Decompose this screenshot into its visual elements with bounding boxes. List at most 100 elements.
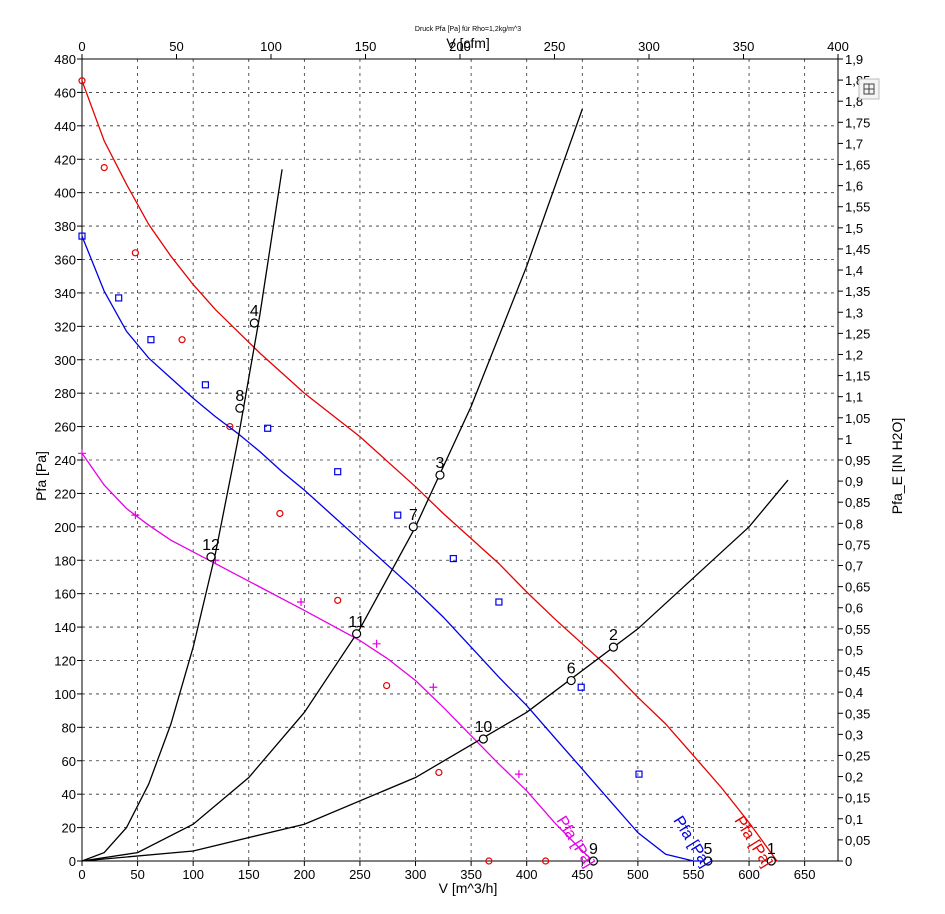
curve-labels: Pfa [Pa] Pfa [Pa] Pfa [Pa] — [553, 813, 775, 870]
data-point — [276, 509, 284, 518]
x2-tick-label: 300 — [638, 39, 660, 54]
x2-tick-label: 400 — [827, 39, 849, 54]
operating-point — [588, 856, 599, 866]
x-tick-label: 50 — [130, 867, 144, 882]
operating-point — [566, 675, 576, 686]
series-line-2 — [81, 235, 711, 862]
y-tick-label: 300 — [54, 353, 76, 368]
operating-point-label: 5 — [703, 841, 712, 858]
operating-point-label: 11 — [348, 614, 365, 631]
y-tick-label: 200 — [54, 520, 76, 535]
y2-tick-label: 1,4 — [845, 263, 863, 278]
operating-point — [352, 629, 362, 639]
y2-tick-label: 0,8 — [845, 516, 863, 531]
data-point — [115, 294, 123, 302]
y-tick-label: 80 — [62, 720, 76, 735]
y-tick-label: 100 — [54, 687, 76, 702]
operating-point-label: 12 — [202, 537, 220, 554]
y2-tick-label: 1,75 — [845, 115, 870, 130]
x-tick-label: 150 — [238, 867, 260, 882]
x2-tick-label: 150 — [355, 39, 377, 54]
operating-point — [766, 856, 776, 866]
operating-point — [408, 522, 418, 532]
data-point — [542, 857, 550, 865]
y2-tick-label: 0,7 — [845, 559, 863, 574]
operating-point-label: 4 — [250, 303, 259, 320]
y-tick-label: 320 — [54, 319, 76, 334]
data-point — [147, 336, 155, 344]
x-tick-label: 250 — [349, 867, 371, 882]
data-point — [635, 770, 643, 778]
y-tick-label: 280 — [54, 386, 76, 401]
axes: 0 50 100 150 200 250 300 350 400 450 500 550 600 6500… — [54, 39, 870, 882]
y2-tick-label: 0,75 — [845, 537, 870, 552]
chart-title: Druck Pfa [Pa] für Rho=1,2kg/m^3 — [415, 26, 521, 33]
data-point — [78, 449, 86, 458]
x-tick-label: 300 — [405, 867, 427, 882]
y-tick-label: 0 — [69, 854, 76, 869]
y2-tick-label: 1,35 — [845, 284, 870, 299]
series-line-3 — [81, 452, 594, 862]
y-tick-label: 400 — [54, 186, 76, 201]
y2-tick-label: 1,45 — [845, 242, 870, 257]
y-tick-label: 40 — [62, 787, 76, 802]
y2-tick-label: 0,3 — [845, 727, 863, 742]
y-tick-label: 20 — [62, 821, 76, 836]
grid-icon[interactable] — [858, 78, 880, 100]
y-tick-label: 140 — [54, 620, 76, 635]
data-point — [201, 381, 210, 389]
y2-tick-label: 1,3 — [845, 305, 863, 320]
x-tick-label: 600 — [738, 867, 760, 882]
y-tick-label: 60 — [62, 754, 76, 769]
y-tick-label: 180 — [54, 553, 76, 568]
y2-tick-label: 1,65 — [845, 158, 870, 173]
y2-tick-label: 1,1 — [845, 390, 863, 405]
data-point — [334, 468, 342, 476]
data-point — [334, 596, 342, 604]
series-line-1 — [81, 80, 778, 862]
data-point — [383, 681, 391, 690]
y2-tick-label: 0,9 — [845, 474, 863, 489]
y2-tick-label: 1,25 — [845, 326, 870, 341]
data-point — [435, 768, 443, 777]
x-tick-label: 450 — [571, 867, 593, 882]
grid — [81, 58, 838, 862]
y2-tick-label: 1,7 — [845, 136, 863, 151]
data-point — [226, 422, 234, 431]
y2-tick-label: 1,05 — [845, 411, 870, 426]
y2-tick-label: 1 — [845, 432, 852, 447]
x-tick-label: 650 — [794, 867, 816, 882]
y2-tick-label: 0,2 — [845, 770, 863, 785]
operating-point-label: 8 — [235, 388, 244, 405]
y2-tick-label: 1,6 — [845, 179, 863, 194]
operating-point — [206, 552, 216, 562]
data-point — [394, 511, 402, 519]
x2-tick-label: 100 — [260, 39, 282, 54]
data-point — [372, 639, 381, 648]
operating-point-label: 3 — [436, 455, 445, 472]
y-tick-label: 360 — [54, 253, 76, 268]
operating-point-label: 10 — [474, 719, 492, 736]
x-tick-label: 500 — [627, 867, 649, 882]
x-tick-label: 100 — [182, 867, 204, 882]
data-point — [131, 511, 140, 520]
operating-point-label: 2 — [609, 627, 618, 644]
series-line-5 — [81, 108, 583, 862]
operating-point — [235, 403, 245, 413]
series-line-6 — [81, 479, 789, 862]
operating-point — [703, 856, 713, 866]
operating-point — [435, 470, 445, 480]
y2-tick-label: 0,1 — [845, 812, 863, 827]
y-tick-label: 120 — [54, 654, 76, 669]
y-tick-label: 440 — [54, 119, 76, 134]
y-tick-label: 480 — [54, 52, 76, 67]
x2-tick-label: 350 — [733, 39, 755, 54]
y2-tick-label: 0,55 — [845, 622, 870, 637]
x-tick-label: 200 — [294, 867, 316, 882]
data-point — [514, 770, 523, 779]
x2-axis-label: V [cfm] — [446, 35, 490, 51]
y2-tick-label: 0,45 — [845, 664, 870, 679]
operating-point-label: 7 — [409, 507, 418, 524]
data-point — [429, 683, 438, 692]
operating-point-label: 1 — [767, 841, 776, 858]
